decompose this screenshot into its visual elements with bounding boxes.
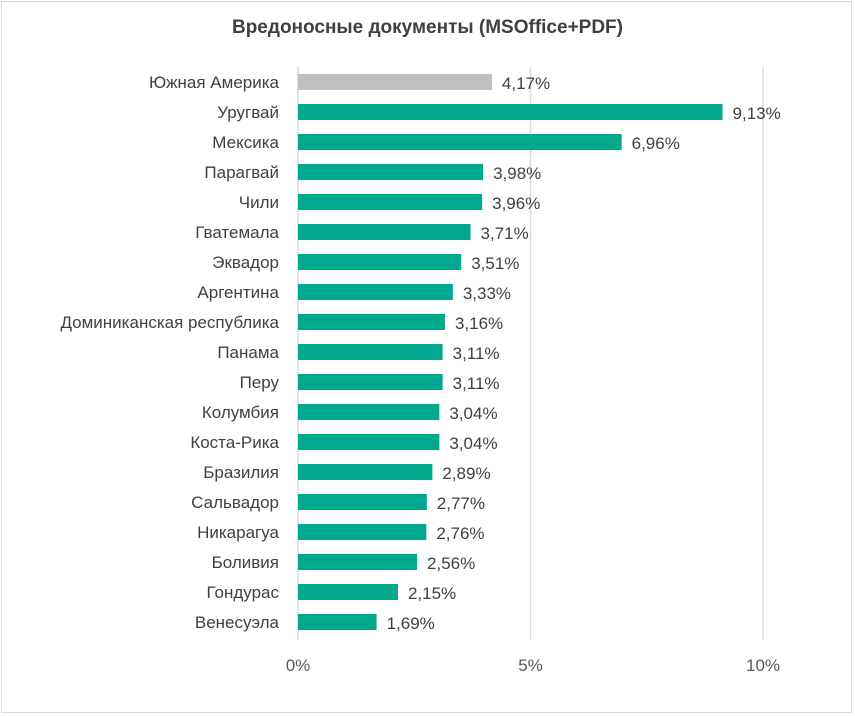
category-label: Гватемала [195,223,279,242]
x-tick-label: 0% [286,656,311,675]
category-label: Колумбия [202,403,279,422]
category-label: Коста-Рика [190,433,279,452]
bar [298,434,440,450]
bar [298,74,492,90]
data-label: 4,17% [502,74,550,93]
bar [298,464,433,480]
bar [298,134,622,150]
data-label: 3,33% [463,284,511,303]
category-label: Бразилия [203,463,279,482]
chart-title: Вредоносные документы (MSOffice+PDF) [231,17,623,38]
bar [298,374,443,390]
category-label: Эквадор [212,253,279,272]
category-label: Гондурас [206,583,279,602]
category-label: Мексика [212,133,279,152]
x-tick-label: 10% [746,656,780,675]
data-label: 3,71% [481,224,529,243]
category-label: Чили [239,193,279,212]
bar [298,194,483,210]
data-label: 3,51% [471,254,519,273]
category-label: Панама [217,343,279,362]
x-tick-label: 5% [518,656,543,675]
data-label: 3,04% [449,434,497,453]
category-label: Доминиканская республика [60,313,279,332]
category-label: Венесуэла [195,613,280,632]
category-label: Уругвай [217,103,279,122]
data-label: 2,89% [442,464,490,483]
bar [298,254,462,270]
bar [298,104,723,120]
data-label: 6,96% [632,134,680,153]
bar [298,224,471,240]
bar [298,494,427,510]
bar [298,314,445,330]
category-label: Никарагуа [197,523,279,542]
category-label: Южная Америка [149,73,280,92]
data-label: 2,15% [408,584,456,603]
bar [298,614,377,630]
category-label: Аргентина [197,283,279,302]
data-label: 2,76% [436,524,484,543]
data-label: 1,69% [387,614,435,633]
data-label: 2,77% [437,494,485,513]
bar [298,554,418,570]
bar [298,524,427,540]
data-label: 9,13% [733,104,781,123]
bar [298,344,443,360]
data-label: 3,98% [493,164,541,183]
bar [298,584,398,600]
data-label: 3,16% [455,314,503,333]
category-label: Перу [240,373,280,392]
bar [298,284,453,300]
category-label: Сальвадор [191,493,279,512]
category-label: Боливия [212,553,279,572]
bar [298,164,484,180]
data-label: 3,96% [492,194,540,213]
category-label: Парагвай [204,163,279,182]
data-label: 3,11% [453,344,500,363]
data-label: 2,56% [427,554,475,573]
bar [298,404,440,420]
data-label: 3,11% [453,374,500,393]
data-label: 3,04% [449,404,497,423]
